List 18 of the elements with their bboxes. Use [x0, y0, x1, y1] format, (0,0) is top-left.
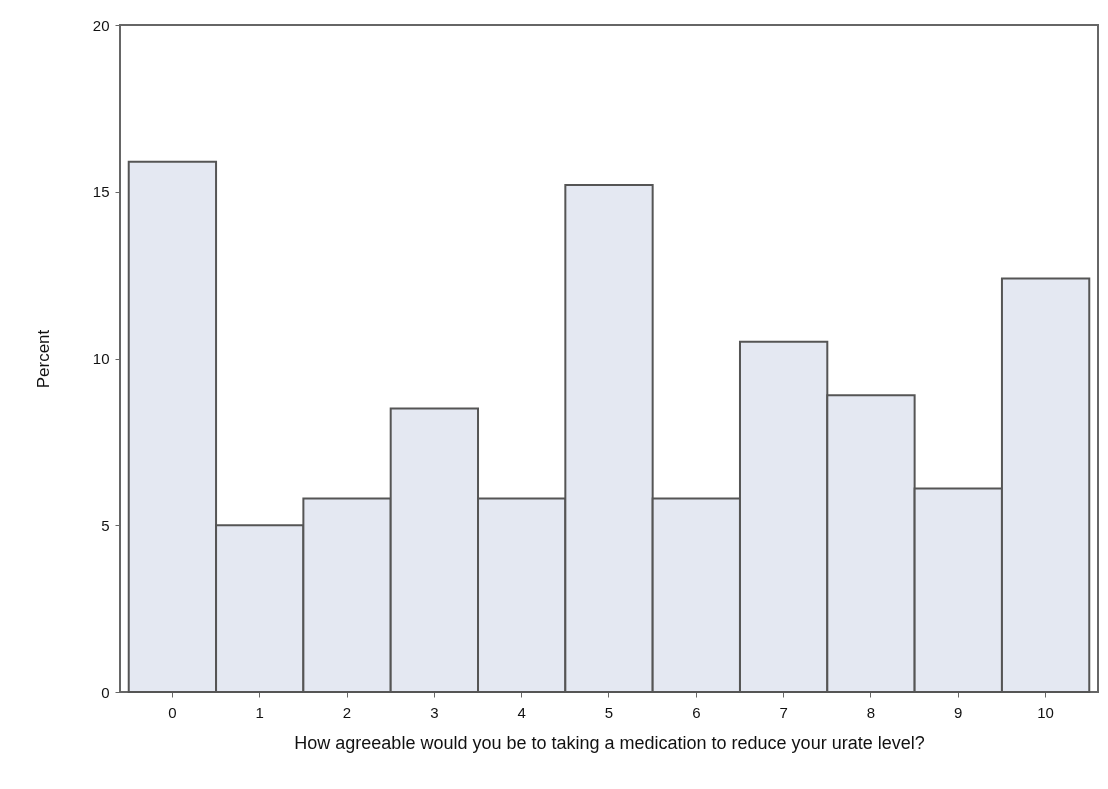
x-axis-title: How agreeable would you be to taking a medication to reduce your urate level?	[294, 732, 925, 753]
y-tick-label: 15	[92, 183, 110, 201]
y-tick-label: 5	[101, 516, 110, 534]
x-tick-label: 3	[430, 703, 439, 721]
x-tick-label: 7	[779, 703, 788, 721]
x-tick-label: 2	[342, 703, 352, 721]
x-tick-label: 9	[954, 703, 963, 721]
y-axis-title: Percent	[33, 329, 53, 389]
y-tick-label: 0	[101, 683, 110, 701]
x-tick-label: 10	[1037, 703, 1054, 721]
y-tick-label: 20	[92, 16, 110, 34]
x-tick-label: 8	[866, 703, 876, 721]
x-tick-label: 5	[604, 703, 614, 721]
x-tick-label: 6	[692, 703, 701, 721]
x-tick-label: 1	[255, 703, 264, 721]
x-tick-label: 0	[168, 703, 177, 721]
x-tick-label: 4	[517, 703, 526, 721]
y-tick-label: 10	[92, 350, 110, 367]
